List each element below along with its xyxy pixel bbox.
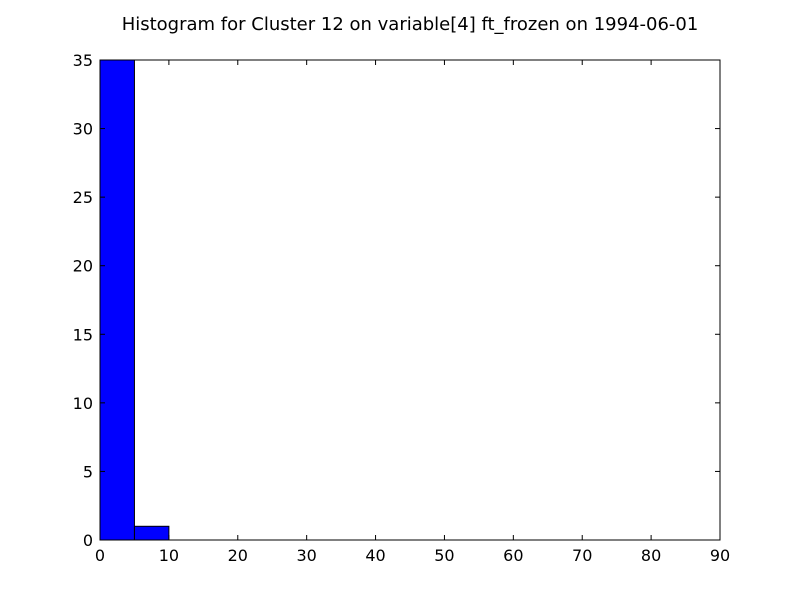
y-tick-label: 5	[83, 462, 93, 481]
x-tick-label: 0	[95, 546, 105, 565]
bars-group	[99, 59, 170, 541]
x-tick-label: 30	[296, 546, 316, 565]
x-tick-label: 40	[365, 546, 385, 565]
y-tick-label: 30	[73, 120, 93, 139]
chart-title: Histogram for Cluster 12 on variable[4] …	[122, 14, 699, 35]
y-tick-label: 35	[73, 51, 93, 70]
y-axis: 0 5 10 15 20 25 30 35	[73, 51, 720, 550]
x-tick-label: 90	[710, 546, 730, 565]
histogram-bar-0	[99, 59, 135, 541]
histogram-bar-1	[133, 525, 170, 541]
x-tick-label: 20	[228, 546, 248, 565]
y-tick-label: 10	[73, 394, 93, 413]
x-tick-label: 50	[434, 546, 454, 565]
x-axis: 0 10 20 30 40 50 60 70 80 90	[95, 60, 730, 565]
x-tick-label: 70	[572, 546, 592, 565]
y-tick-label: 20	[73, 257, 93, 276]
y-tick-label: 15	[73, 325, 93, 344]
x-tick-label: 60	[503, 546, 523, 565]
x-tick-label: 10	[159, 546, 179, 565]
plot-frame	[99, 59, 721, 541]
y-tick-label: 25	[73, 188, 93, 207]
y-tick-label: 0	[83, 531, 93, 550]
x-tick-label: 80	[641, 546, 661, 565]
